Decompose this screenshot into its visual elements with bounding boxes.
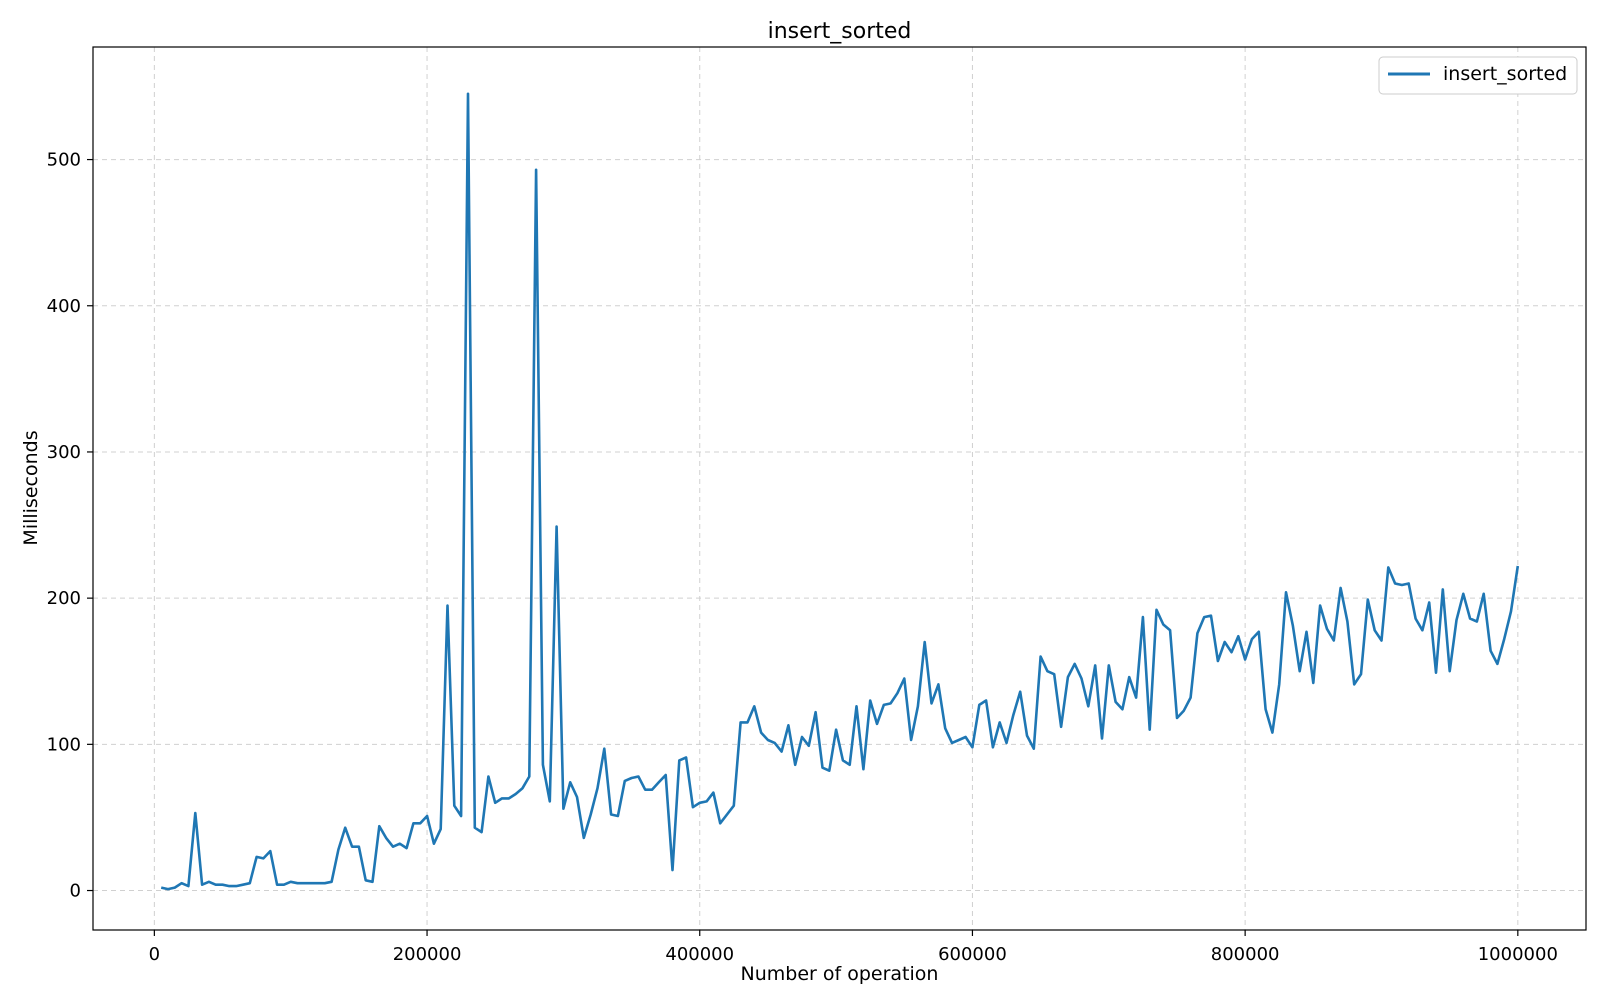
x-tick-label: 1000000 [1478,944,1558,965]
legend-label: insert_sorted [1443,63,1567,85]
x-tick-label: 400000 [665,944,734,965]
chart-title: insert_sorted [768,19,912,44]
x-axis-label: Number of operation [741,963,939,985]
x-tick-label: 800000 [1211,944,1280,965]
y-tick-label: 0 [70,881,81,902]
y-tick-label: 500 [47,150,81,171]
y-tick-label: 300 [47,442,81,463]
legend-box [1378,56,1578,95]
x-tick-label: 0 [149,944,160,965]
axis-ticks: 0 200000 400000 600000 800000 1000000 0 100 200 3… [47,150,1558,965]
y-tick-label: 400 [47,296,81,317]
legend: insert_sorted [1378,56,1578,95]
x-tick-label: 600000 [938,944,1007,965]
y-axis-label: Milliseconds [20,430,42,545]
series-line-insert-sorted [160,92,1520,891]
plot-frame [92,46,1587,931]
x-tick-label: 200000 [393,944,462,965]
grid [93,47,1586,930]
y-tick-label: 100 [47,734,81,755]
series-layer [160,92,1520,891]
y-tick-label: 200 [47,588,81,609]
